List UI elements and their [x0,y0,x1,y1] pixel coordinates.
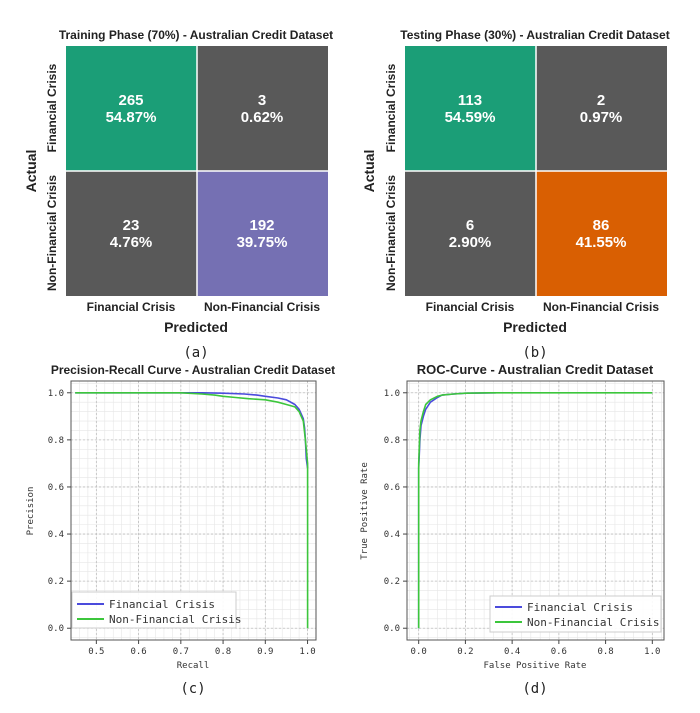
cm-cell-pct: 39.75% [237,234,288,251]
x-tick-label: 0.2 [457,647,473,657]
series-line-non-financial-crisis [417,391,653,629]
precision-recall-chart: Precision-Recall Curve - Australian Cred… [26,363,335,697]
legend-box [489,595,662,633]
cm-ytick-label: Non-Financial Crisis [384,175,398,291]
cm-xlabel: Predicted [503,319,567,335]
panel-caption: (a) [183,345,208,361]
cm-cell-count: 192 [249,217,274,234]
cm-cell-pct: 0.97% [580,109,623,126]
y-tick-label: 1.0 [48,389,64,399]
x-tick-label: 0.6 [551,647,567,657]
x-ticks: 0.5 0.6 0.7 0.8 0.9 1.0 [88,640,316,657]
y-tick-label: 0.4 [384,530,400,540]
panel-caption: (d) [522,681,547,697]
plot-frame [406,380,665,641]
y-tick-label: 0.2 [48,577,64,587]
cm-cell-pct: 54.87% [106,109,157,126]
y-ticks: 0.0 0.2 0.4 0.6 0.8 1.0 [384,389,407,634]
x-tick-label: 1.0 [644,647,660,657]
y-tick-label: 0.2 [384,577,400,587]
cm-cell-tp [66,46,197,171]
cm-cell-count: 265 [118,92,143,109]
cm-cell-pct: 0.62% [241,109,284,126]
legend-label: Financial Crisis [109,598,215,611]
y-tick-label: 0.4 [48,530,64,540]
x-axis-label: Recall [177,661,210,671]
cm-cell-count: 3 [258,92,266,109]
cm-ytick-label: Financial Crisis [45,63,59,152]
cm-title: Training Phase (70%) - Australian Credit… [59,28,333,42]
cm-cell-fn [536,46,667,171]
y-ticks: 0.0 0.2 0.4 0.6 0.8 1.0 [48,389,71,634]
y-tick-label: 0.6 [48,483,64,493]
legend: Financial Crisis Non-Financial Crisis [489,595,662,633]
chart-title: ROC-Curve - Australian Credit Dataset [417,362,654,377]
panel-caption: (c) [180,681,205,697]
x-tick-label: 0.7 [173,647,189,657]
cm-xlabel: Predicted [164,319,228,335]
y-axis-label: True Positive Rate [360,462,370,560]
cm-cell-fp [66,171,197,296]
cm-xtick-label: Non-Financial Crisis [543,300,659,314]
cm-ytick-label: Financial Crisis [384,63,398,152]
cm-ylabel: Actual [361,150,377,193]
confusion-matrix-testing: Testing Phase (30%) - Australian Credit … [361,28,670,361]
x-ticks: 0.0 0.2 0.4 0.6 0.8 1.0 [411,640,660,657]
plot-frame [70,380,317,641]
x-tick-label: 0.8 [597,647,613,657]
x-tick-label: 0.4 [504,647,520,657]
cm-cell-pct: 41.55% [576,234,627,251]
x-tick-label: 0.6 [130,647,146,657]
y-tick-label: 0.8 [384,436,400,446]
y-tick-label: 0.8 [48,436,64,446]
x-tick-label: 0.9 [257,647,273,657]
series-lines [417,391,653,629]
cm-cell-count: 6 [466,217,474,234]
chart-title: Precision-Recall Curve - Australian Cred… [51,363,335,377]
x-tick-label: 0.0 [411,647,427,657]
series-line-non-financial-crisis [75,391,309,629]
legend: Financial Crisis Non-Financial Crisis [71,591,241,629]
x-axis-label: False Positive Rate [484,661,587,671]
cm-cell-fn [197,46,328,171]
cm-xtick-label: Non-Financial Crisis [204,300,320,314]
cm-cell-pct: 54.59% [445,109,496,126]
panel-caption: (b) [522,345,547,361]
cm-title: Testing Phase (30%) - Australian Credit … [400,28,669,42]
cm-xtick-label: Financial Crisis [426,300,515,314]
x-tick-label: 0.8 [215,647,231,657]
legend-label: Non-Financial Crisis [527,616,659,629]
cm-cell-pct: 2.90% [449,234,492,251]
confusion-matrix-training: Training Phase (70%) - Australian Credit… [23,28,333,361]
legend-box [71,591,237,629]
cm-xtick-label: Financial Crisis [87,300,176,314]
cm-cell-count: 113 [458,92,482,109]
cm-cell-count: 86 [593,217,610,234]
y-tick-label: 0.0 [384,624,400,634]
y-axis-label: Precision [26,487,36,536]
cm-cell-count: 2 [597,92,605,109]
cm-cell-tp [405,46,536,171]
series-lines [75,391,309,629]
x-tick-label: 0.5 [88,647,104,657]
x-tick-label: 1.0 [299,647,315,657]
roc-chart: ROC-Curve - Australian Credit Dataset 0.… [360,362,665,697]
cm-cell-count: 23 [123,217,140,234]
cm-ytick-label: Non-Financial Crisis [45,175,59,291]
cm-ylabel: Actual [23,150,39,193]
legend-label: Financial Crisis [527,601,633,614]
y-tick-label: 0.0 [48,624,64,634]
cm-cell-tn [536,171,667,296]
y-tick-label: 1.0 [384,389,400,399]
cm-cell-pct: 4.76% [110,234,153,251]
y-tick-label: 0.6 [384,483,400,493]
legend-label: Non-Financial Crisis [109,613,241,626]
cm-cell-fp [405,171,536,296]
cm-cell-tn [197,171,328,296]
